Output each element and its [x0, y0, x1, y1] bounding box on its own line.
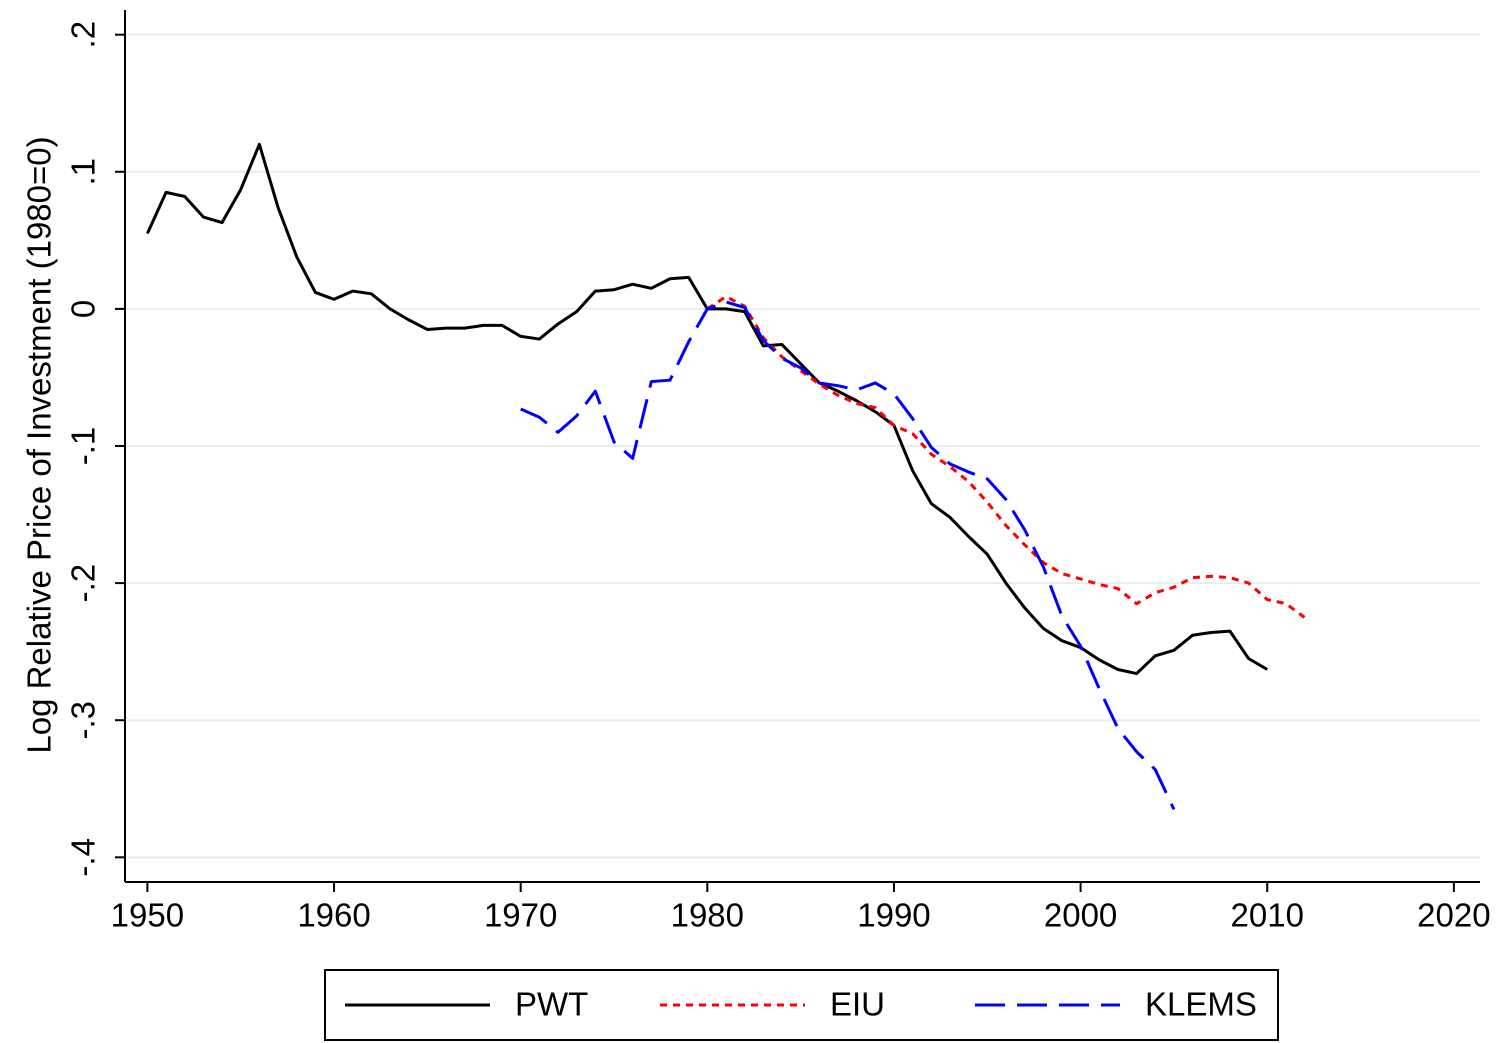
x-tick-label: 1990: [857, 897, 930, 934]
y-tick-label: -.3: [65, 701, 102, 740]
data-line: [520, 300, 1176, 810]
legend-label: KLEMS: [1145, 986, 1257, 1023]
legend-label: EIU: [830, 986, 885, 1023]
x-tick-label: 2020: [1417, 897, 1490, 934]
data-line: [146, 142, 1268, 676]
x-tick-label: 1950: [111, 897, 184, 934]
y-tick-label: 0: [65, 300, 102, 318]
x-tick-label: 2010: [1231, 897, 1304, 934]
x-tick-label: 2000: [1044, 897, 1117, 934]
y-axis-label: Log Relative Price of Investment (1980=0…: [21, 136, 58, 753]
y-tick-label: -.2: [65, 564, 102, 603]
y-tick-label: .1: [65, 158, 102, 186]
x-tick-label: 1980: [671, 897, 744, 934]
legend-label: PWT: [515, 986, 588, 1023]
x-tick-label: 1960: [297, 897, 370, 934]
y-tick-label: -.1: [65, 427, 102, 466]
y-tick-label: -.4: [65, 838, 102, 877]
x-tick-label: 1970: [484, 897, 557, 934]
y-tick-label: .2: [65, 21, 102, 49]
data-line: [706, 295, 1306, 619]
